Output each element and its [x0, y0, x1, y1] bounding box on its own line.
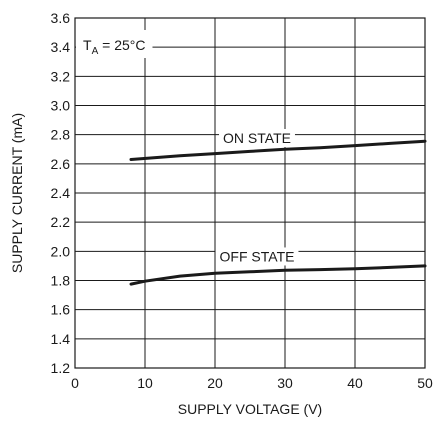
y-tick-label: 3.0 — [51, 98, 71, 114]
y-tick-label: 3.6 — [51, 10, 71, 26]
x-tick-label: 40 — [347, 375, 363, 391]
series-line — [129, 139, 427, 161]
y-tick-label: 2.4 — [51, 185, 71, 201]
grid-lines — [74, 17, 426, 369]
temperature-symbol: T — [83, 37, 92, 53]
series-label: OFF STATE — [220, 248, 295, 264]
x-tick-label: 0 — [71, 375, 79, 391]
series-labels: ON STATE OFF STATE — [215, 129, 299, 266]
temperature-subscript: A — [92, 46, 99, 57]
y-tick-label: 1.8 — [51, 273, 71, 289]
y-tick-label: 2.6 — [51, 156, 71, 172]
y-tick-label: 1.2 — [51, 360, 71, 376]
x-axis-title: SUPPLY VOLTAGE (V) — [178, 401, 322, 417]
y-tick-label: 2.8 — [51, 127, 71, 143]
y-tick-label: 3.2 — [51, 68, 71, 84]
series-label: ON STATE — [223, 130, 291, 146]
temperature-annotation: TA = 25°C — [83, 37, 145, 57]
y-tick-label: 2.2 — [51, 214, 71, 230]
temperature-annotation-background — [76, 30, 153, 58]
series-label-background — [215, 247, 299, 266]
y-tick-label: 2.0 — [51, 243, 71, 259]
series-label-background — [219, 129, 295, 147]
y-tick-label: 1.4 — [51, 331, 71, 347]
series-line — [129, 264, 427, 286]
y-tick-label: 3.4 — [51, 39, 71, 55]
x-tick-label: 30 — [277, 375, 293, 391]
x-tick-label: 20 — [207, 375, 223, 391]
y-tick-label: 1.6 — [51, 302, 71, 318]
x-tick-label: 50 — [417, 375, 433, 391]
plot-frame — [74, 17, 426, 369]
series-curves — [129, 139, 427, 286]
x-tick-label: 10 — [137, 375, 153, 391]
y-axis-title: SUPPLY CURRENT (mA) — [9, 113, 25, 273]
temperature-value: = 25°C — [98, 37, 145, 53]
tick-labels: 1.2 1.4 1.6 1.8 2.0 2.2 2.4 2.6 2.8 3.0 3.2 3.4 3.6 0… — [51, 10, 433, 391]
